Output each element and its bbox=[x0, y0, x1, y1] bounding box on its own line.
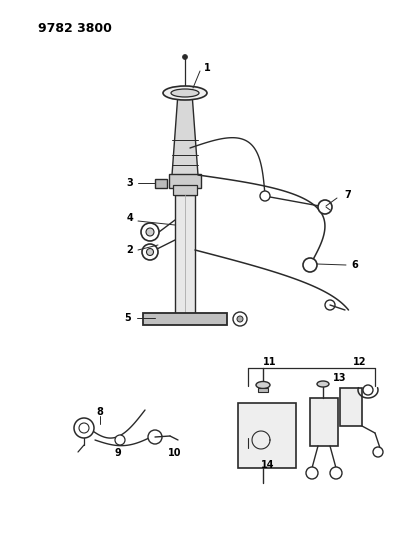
Bar bbox=[175, 195, 195, 315]
Circle shape bbox=[305, 467, 317, 479]
Circle shape bbox=[362, 385, 372, 395]
Ellipse shape bbox=[316, 381, 328, 387]
Circle shape bbox=[141, 223, 159, 241]
Circle shape bbox=[146, 228, 154, 236]
Text: 6: 6 bbox=[351, 260, 357, 270]
Bar bbox=[339, 388, 361, 426]
Circle shape bbox=[142, 244, 157, 260]
Circle shape bbox=[259, 191, 270, 201]
Bar bbox=[169, 174, 200, 188]
Text: 4: 4 bbox=[126, 213, 133, 223]
Ellipse shape bbox=[171, 89, 198, 97]
Ellipse shape bbox=[163, 86, 207, 100]
Text: 9: 9 bbox=[115, 448, 121, 458]
Text: 10: 10 bbox=[168, 448, 181, 458]
Text: 14: 14 bbox=[261, 460, 274, 470]
Circle shape bbox=[324, 300, 334, 310]
Circle shape bbox=[74, 418, 94, 438]
Circle shape bbox=[317, 200, 331, 214]
Circle shape bbox=[232, 312, 246, 326]
Text: 7: 7 bbox=[344, 190, 351, 200]
Bar bbox=[143, 313, 227, 325]
Bar bbox=[155, 179, 166, 188]
Bar bbox=[257, 388, 267, 392]
Text: 2: 2 bbox=[126, 245, 133, 255]
Circle shape bbox=[372, 447, 382, 457]
Bar bbox=[309, 398, 337, 446]
Circle shape bbox=[329, 467, 341, 479]
Bar bbox=[173, 185, 196, 195]
Circle shape bbox=[182, 54, 187, 60]
Text: 5: 5 bbox=[124, 313, 131, 323]
Circle shape bbox=[146, 248, 153, 255]
Polygon shape bbox=[172, 93, 198, 175]
Circle shape bbox=[115, 435, 125, 445]
Circle shape bbox=[236, 316, 243, 322]
Bar bbox=[237, 403, 295, 468]
Text: 8: 8 bbox=[97, 407, 103, 417]
Ellipse shape bbox=[255, 382, 270, 389]
Circle shape bbox=[148, 430, 162, 444]
Text: 12: 12 bbox=[353, 357, 366, 367]
Circle shape bbox=[79, 423, 89, 433]
Text: 3: 3 bbox=[126, 178, 133, 188]
Text: 9782 3800: 9782 3800 bbox=[38, 22, 112, 35]
Text: 11: 11 bbox=[263, 357, 276, 367]
Text: 13: 13 bbox=[333, 373, 346, 383]
Text: 1: 1 bbox=[203, 63, 210, 73]
Circle shape bbox=[302, 258, 316, 272]
